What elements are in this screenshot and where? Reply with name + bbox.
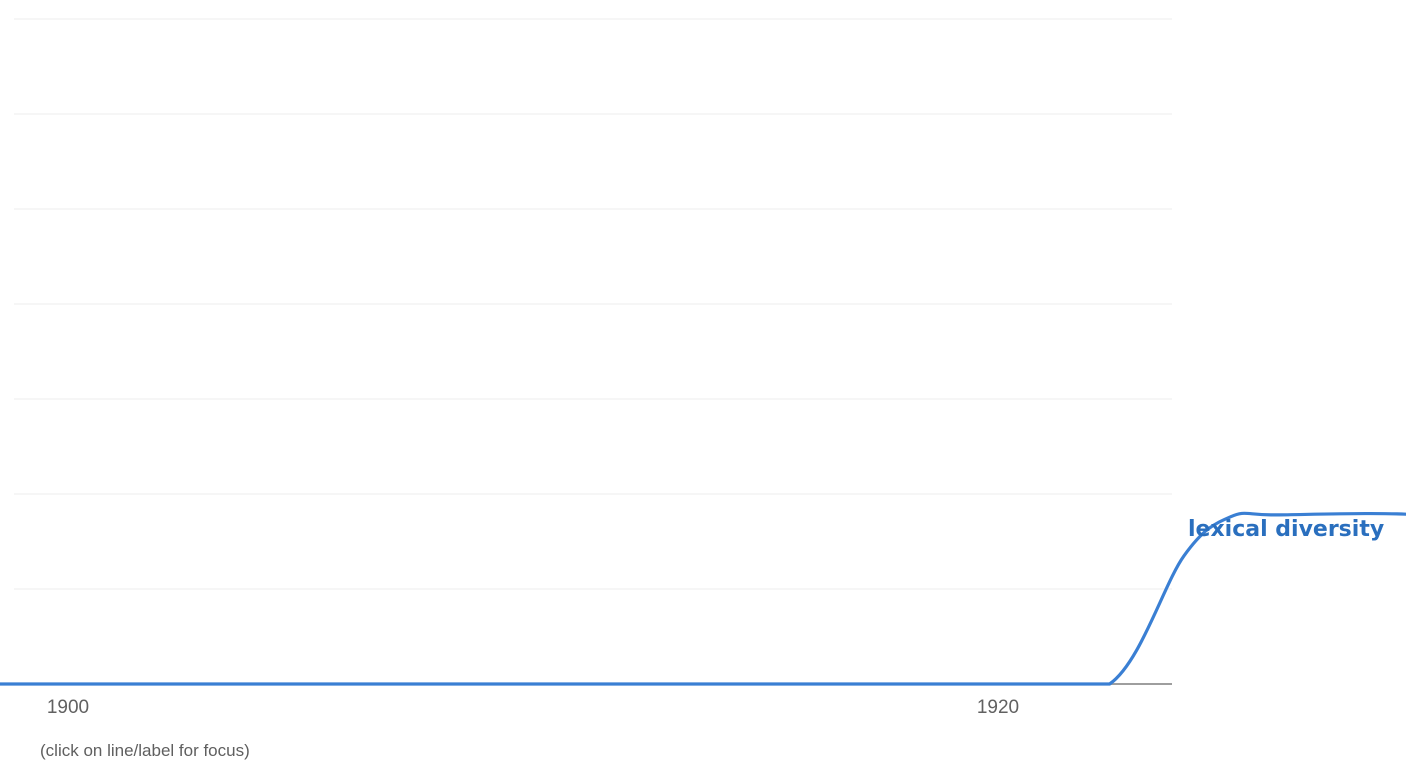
gridlines <box>14 18 1172 590</box>
series-layer: lexical diversity <box>0 74 1406 686</box>
series-line[interactable] <box>0 74 1406 686</box>
x-tick-label: 1920 <box>977 697 1019 718</box>
series-label[interactable]: lexical diversity <box>1188 517 1384 542</box>
focus-hint: (click on line/label for focus) <box>40 741 250 760</box>
x-tick-label: 1900 <box>47 697 89 718</box>
x-axis-ticks: 190019201940196019802000 <box>47 697 1019 718</box>
